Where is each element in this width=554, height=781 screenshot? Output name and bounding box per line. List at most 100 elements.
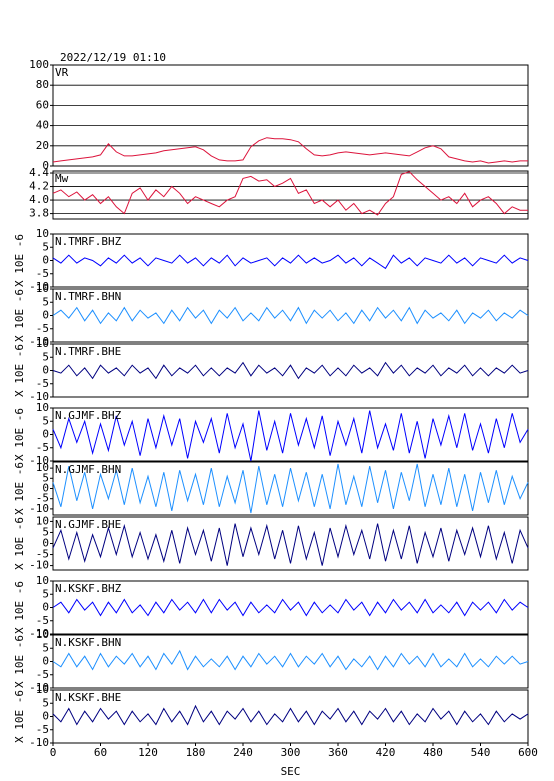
series-line	[52, 598, 529, 617]
y-tick-label: 5	[42, 587, 49, 600]
series-line	[52, 463, 529, 514]
y-tick-label: -10	[29, 390, 49, 403]
y-tick-label: -5	[36, 723, 49, 736]
y-tick-label: 5	[42, 414, 49, 427]
panel-frame	[52, 580, 529, 635]
series-line	[52, 410, 529, 462]
panel-label: N.GJMF.BHE	[55, 518, 121, 531]
y-tick-label: -10	[29, 627, 49, 640]
panel-frame	[52, 407, 529, 462]
y-axis-label: X 10E -6	[13, 635, 26, 688]
y-tick-label: 0	[42, 655, 49, 668]
x-tick-label: 240	[233, 746, 253, 759]
panel-label: N.TMRF.BHZ	[55, 235, 122, 248]
x-tick-label: 60	[94, 746, 107, 759]
y-tick-label: 0	[42, 710, 49, 723]
y-tick-label: 10	[36, 282, 49, 295]
y-tick-label: 20	[36, 139, 49, 152]
panel-frame	[52, 689, 529, 744]
y-tick-label: 0	[42, 254, 49, 267]
y-tick-label: 60	[36, 98, 49, 111]
y-tick-label: 5	[42, 350, 49, 363]
y-tick-label: 10	[36, 683, 49, 696]
y-tick-label: 4.0	[29, 193, 49, 206]
y-tick-label: 5	[42, 696, 49, 709]
series-line	[52, 649, 529, 671]
y-axis-label: X 10E -6	[13, 690, 26, 743]
series-line	[52, 523, 529, 566]
y-axis-label: X 10E -6	[13, 581, 26, 634]
x-tick-label: 420	[376, 746, 396, 759]
y-tick-label: 10	[36, 337, 49, 350]
x-tick-label: 0	[50, 746, 57, 759]
panel-label: N.KSKF.BHZ	[55, 582, 122, 595]
panel-frame	[52, 64, 529, 167]
y-tick-label: 0	[42, 159, 49, 172]
y-tick-label: -10	[29, 736, 49, 749]
y-axis-label: X 10E -6	[13, 344, 26, 397]
y-tick-label: 0	[42, 601, 49, 614]
x-tick-label: 300	[281, 746, 301, 759]
y-tick-label: 5	[42, 240, 49, 253]
y-tick-label: -5	[36, 668, 49, 681]
x-tick-label: 480	[423, 746, 443, 759]
y-tick-label: -5	[36, 377, 49, 390]
panel-frame	[52, 170, 529, 220]
x-tick-label: 600	[518, 746, 538, 759]
y-tick-label: -10	[29, 454, 49, 467]
y-tick-label: -10	[29, 335, 49, 348]
y-tick-label: 10	[36, 401, 49, 414]
y-tick-label: 5	[42, 641, 49, 654]
x-tick-label: 180	[186, 746, 206, 759]
x-tick-label: 120	[138, 746, 158, 759]
panel-frame	[52, 233, 529, 288]
series-line	[52, 137, 528, 164]
y-axis-label: X 10E -6	[13, 517, 26, 570]
y-tick-label: -10	[29, 681, 49, 694]
x-axis-label: SEC	[281, 765, 301, 778]
chart-title: 2022/12/19 01:10	[60, 51, 166, 64]
y-tick-label: -10	[29, 559, 49, 572]
y-tick-label: 0	[42, 309, 49, 322]
series-line	[52, 306, 529, 325]
y-tick-label: -5	[36, 322, 49, 335]
panel-label: N.KSKF.BHE	[55, 691, 121, 704]
x-tick-label: 540	[471, 746, 491, 759]
y-axis-label: X 10E -6	[13, 289, 26, 342]
series-line	[52, 171, 528, 216]
panel-label: N.GJMF.BHZ	[55, 409, 122, 422]
y-tick-label: 0	[42, 364, 49, 377]
y-tick-label: -5	[36, 548, 49, 561]
y-tick-label: 5	[42, 295, 49, 308]
panel-label: Mw	[55, 172, 69, 185]
y-tick-label: 0	[42, 482, 49, 495]
y-tick-label: 10	[36, 628, 49, 641]
y-tick-label: 0	[42, 428, 49, 441]
y-tick-label: -5	[36, 614, 49, 627]
series-line	[52, 704, 529, 726]
panel-frame	[52, 343, 529, 398]
y-tick-label: 10	[36, 514, 49, 527]
panel-label: N.TMRF.BHN	[55, 290, 121, 303]
y-tick-label: 10	[36, 227, 49, 240]
y-tick-label: -10	[29, 502, 49, 515]
panel-frame	[52, 288, 529, 343]
y-tick-label: 3.8	[29, 207, 49, 220]
y-tick-label: 0	[42, 537, 49, 550]
y-axis-label: X 10E -6	[13, 462, 26, 515]
panel-label: N.TMRF.BHE	[55, 345, 121, 358]
y-tick-label: -5	[36, 441, 49, 454]
x-tick-label: 360	[328, 746, 348, 759]
y-tick-label: -5	[36, 267, 49, 280]
y-tick-label: 10	[36, 461, 49, 474]
y-tick-label: 5	[42, 525, 49, 538]
series-line	[52, 361, 529, 380]
y-tick-label: -10	[29, 280, 49, 293]
panel-label: N.KSKF.BHN	[55, 636, 121, 649]
panel-frame	[52, 634, 529, 689]
y-tick-label: -5	[36, 492, 49, 505]
y-axis-label: X 10E -6	[13, 408, 26, 461]
y-tick-label: 80	[36, 78, 49, 91]
